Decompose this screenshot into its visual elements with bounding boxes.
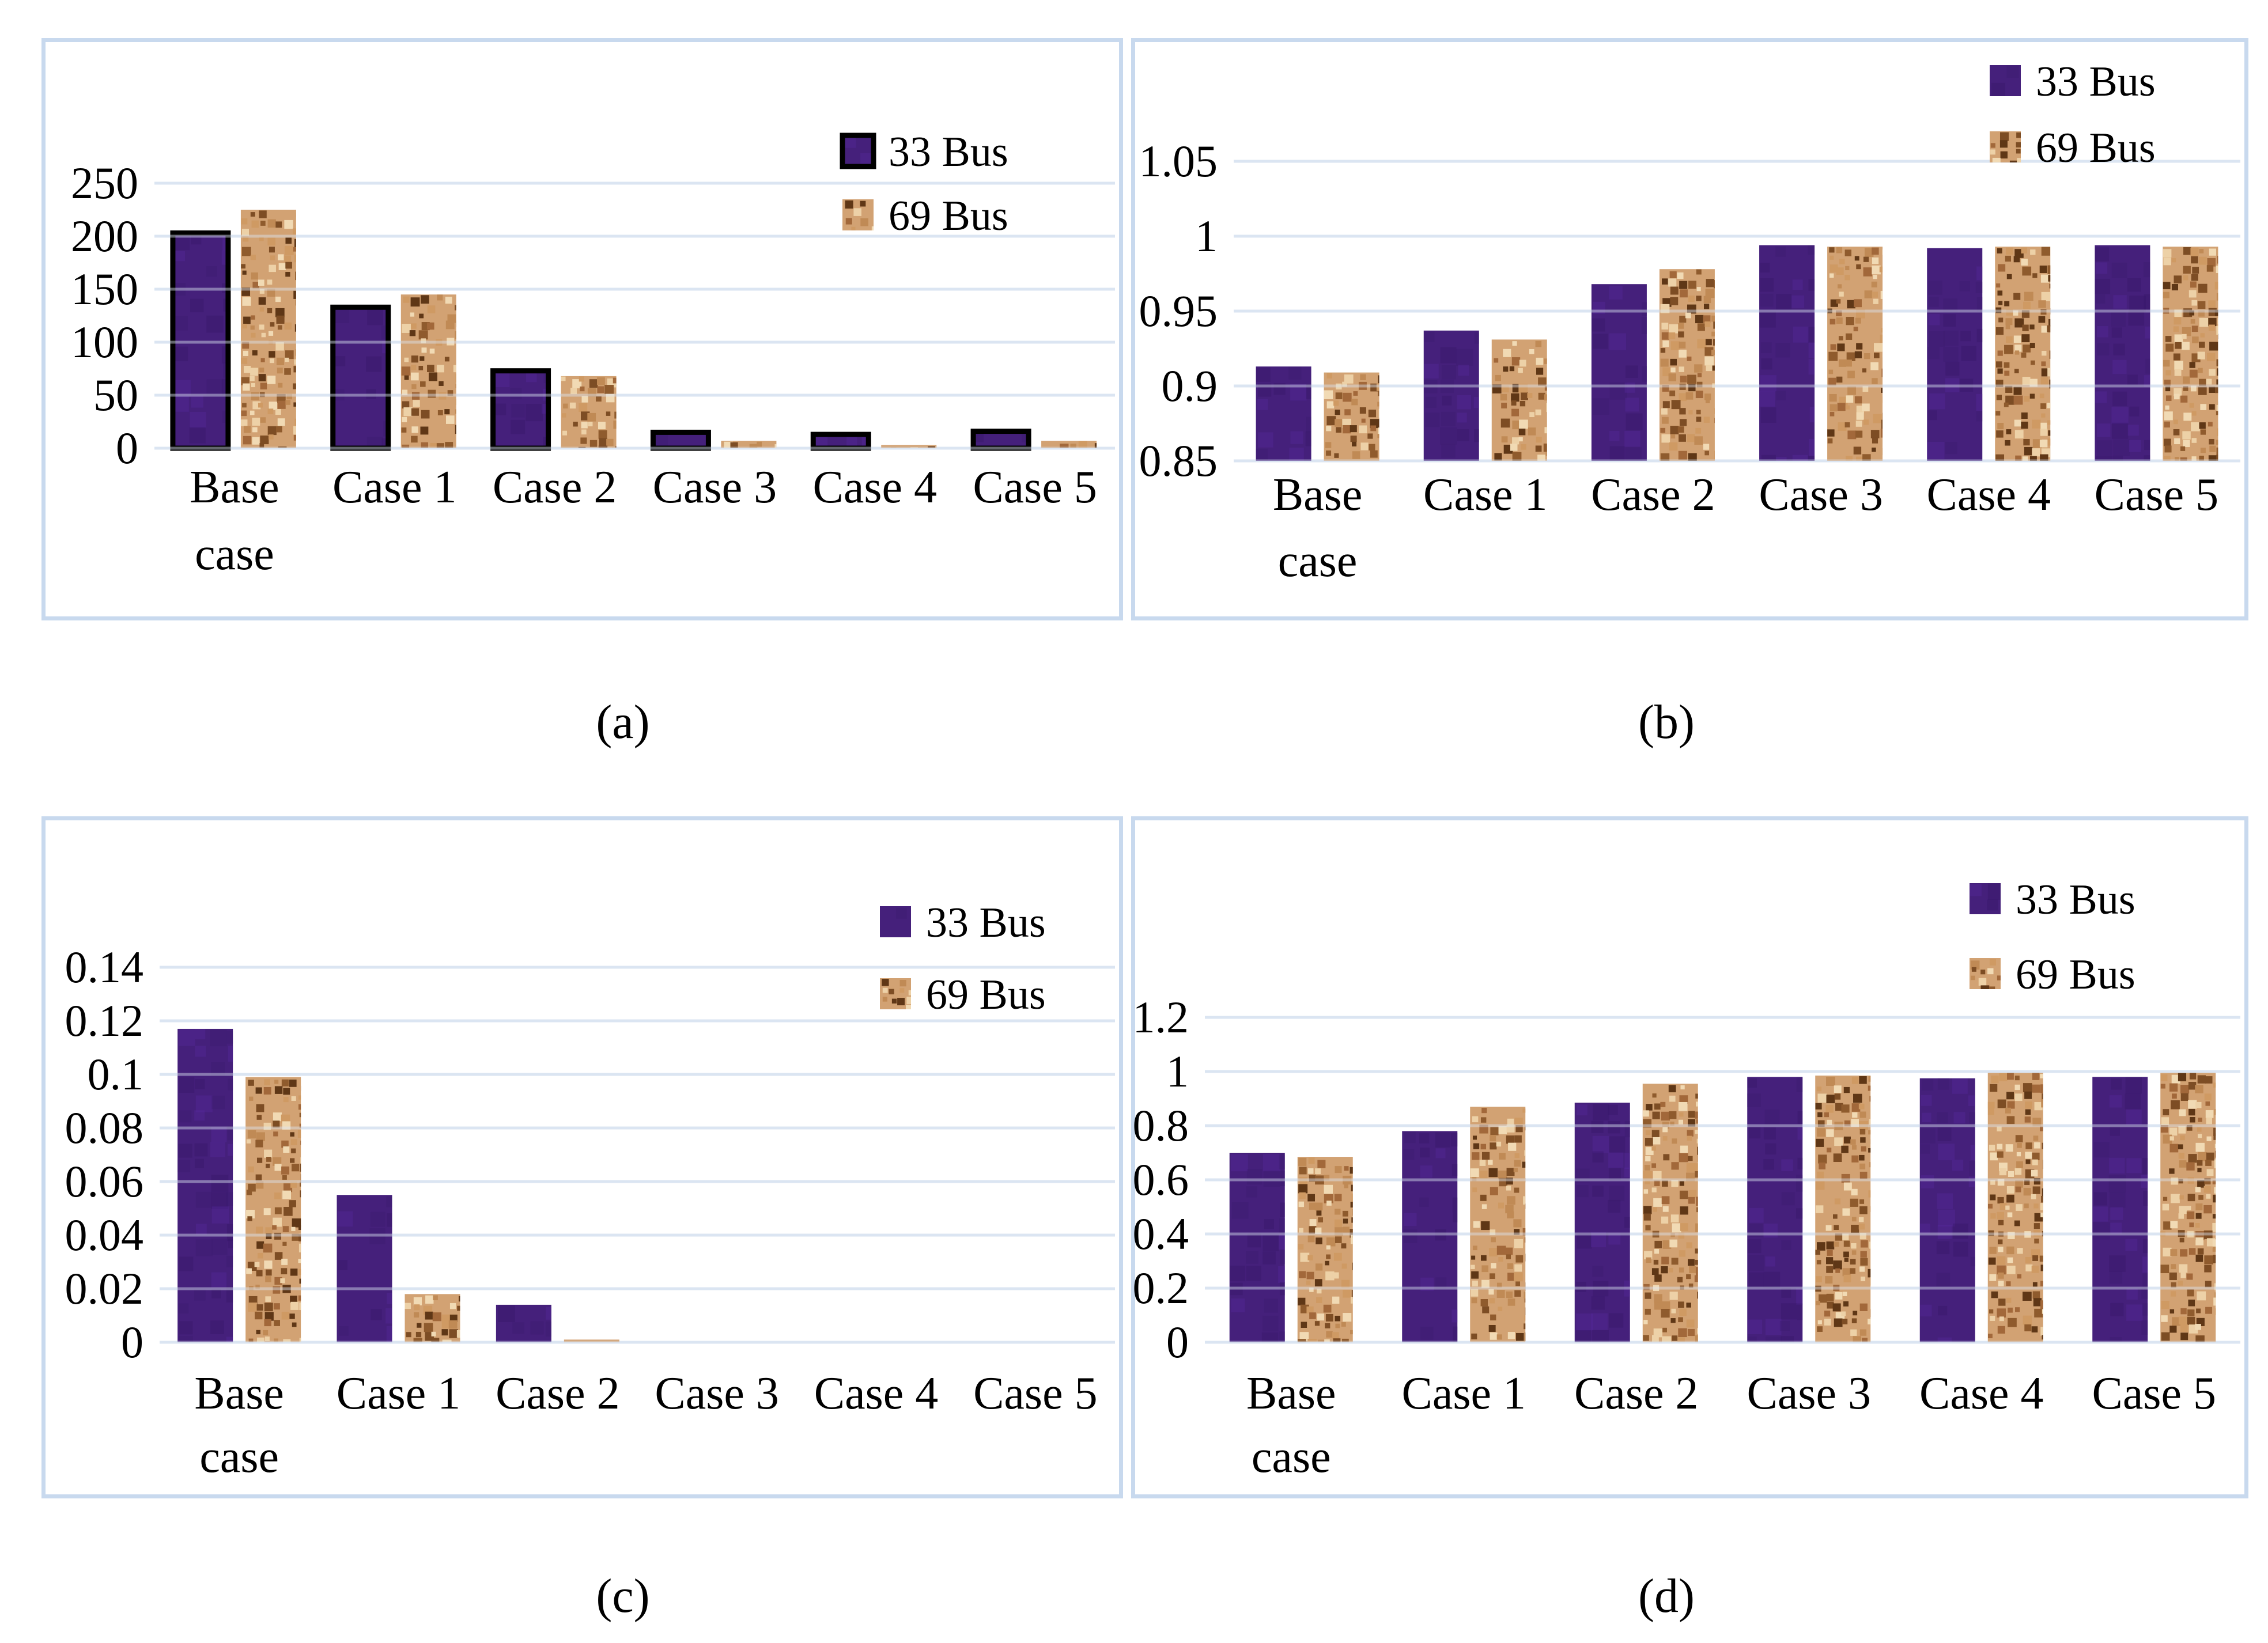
caption-b: (b) [1638,695,1695,749]
svg-text:Case 2: Case 2 [1574,1368,1699,1419]
chart-panel-b: 0.85 0.9 0.95 1 1.05 Base case Case 1 Case 2 Case… [1131,38,2248,620]
svg-text:0: 0 [121,1317,143,1367]
svg-text:33 Bus: 33 Bus [926,899,1046,947]
svg-text:69 Bus: 69 Bus [926,971,1046,1019]
gridlines [160,966,1115,1344]
svg-text:1: 1 [1166,1046,1189,1096]
chart-panel-d: 00.20.40.60.811.2 Base case Case 1 Case 2 Cas… [1131,816,2248,1498]
svg-text:250: 250 [71,158,138,208]
svg-text:Case 1: Case 1 [1423,470,1548,520]
svg-text:0.02: 0.02 [65,1263,144,1313]
svg-text:Case 1: Case 1 [332,462,457,513]
gridline-overlay [1234,160,2240,463]
svg-text:0.12: 0.12 [65,995,144,1046]
svg-text:Case 2: Case 2 [496,1368,620,1419]
svg-text:1: 1 [1195,211,1218,261]
svg-text:0.2: 0.2 [1133,1263,1189,1313]
svg-text:200: 200 [71,211,138,261]
legend: 33 Bus 69 Bus [1990,58,2156,172]
caption-a: (a) [596,695,650,749]
svg-text:0.95: 0.95 [1139,286,1218,336]
svg-text:69 Bus: 69 Bus [2036,124,2156,172]
svg-text:1.2: 1.2 [1133,992,1189,1042]
svg-text:50: 50 [93,370,138,420]
svg-text:Case 4: Case 4 [814,1368,939,1419]
legend: 33 Bus 69 Bus [880,899,1046,1019]
bars [170,210,1097,451]
svg-text:Case 1: Case 1 [1401,1368,1526,1419]
svg-text:0.9: 0.9 [1162,361,1218,411]
svg-text:Base: Base [1273,470,1363,520]
svg-text:0.1: 0.1 [88,1049,144,1099]
gridline-overlay [1205,1016,2240,1344]
svg-text:Base: Base [190,462,279,513]
svg-text:Case 3: Case 3 [655,1368,779,1419]
legend: 33 Bus 69 Bus [840,128,1008,240]
gridlines [1205,1016,2240,1344]
svg-text:Case 4: Case 4 [1919,1368,2044,1419]
svg-text:Case 4: Case 4 [812,462,937,513]
gridline-overlay [154,181,1115,450]
chart-panel-c: 00.020.040.060.080.10.120.14 Base case Case… [41,816,1123,1498]
svg-text:Case 5: Case 5 [973,1368,1098,1419]
svg-text:0: 0 [1166,1317,1189,1367]
svg-text:case: case [1252,1432,1331,1482]
gridlines [1234,160,2240,463]
gridlines [154,181,1115,450]
svg-text:69 Bus: 69 Bus [889,192,1008,240]
svg-text:69 Bus: 69 Bus [2016,951,2135,998]
svg-text:0.08: 0.08 [65,1103,144,1153]
svg-text:100: 100 [71,317,138,367]
svg-text:Base: Base [1246,1368,1336,1419]
gridline-overlay [160,966,1115,1344]
svg-text:Case 2: Case 2 [493,462,617,513]
svg-text:150: 150 [71,264,138,314]
svg-text:Case 3: Case 3 [653,462,777,513]
svg-text:Case 4: Case 4 [1926,470,2051,520]
svg-text:0.8: 0.8 [1133,1100,1189,1150]
svg-text:case: case [199,1432,279,1482]
svg-text:case: case [1278,536,1358,586]
caption-d: (d) [1638,1569,1695,1623]
svg-text:1.05: 1.05 [1139,136,1218,186]
svg-text:Case 3: Case 3 [1747,1368,1871,1419]
svg-text:0.6: 0.6 [1133,1154,1189,1205]
svg-text:Case 5: Case 5 [2092,1368,2216,1419]
bars [1229,1073,2216,1342]
caption-c: (c) [596,1569,650,1623]
svg-text:33 Bus: 33 Bus [2036,58,2156,105]
svg-text:Case 3: Case 3 [1759,470,1883,520]
svg-text:0.85: 0.85 [1139,436,1218,486]
svg-text:33 Bus: 33 Bus [889,128,1008,176]
svg-text:0.4: 0.4 [1133,1209,1189,1259]
bars [1256,245,2218,461]
svg-text:0: 0 [116,423,138,473]
svg-text:Case 5: Case 5 [973,462,1097,513]
legend: 33 Bus 69 Bus [1970,876,2135,998]
svg-text:Case 5: Case 5 [2095,470,2219,520]
svg-text:0.04: 0.04 [65,1210,144,1260]
svg-text:33 Bus: 33 Bus [2016,876,2135,923]
svg-text:Case 2: Case 2 [1591,470,1715,520]
svg-text:case: case [195,529,274,580]
svg-text:Base: Base [194,1368,284,1419]
svg-text:Case 1: Case 1 [337,1368,461,1419]
bars [177,1028,619,1342]
svg-text:0.06: 0.06 [65,1156,144,1206]
svg-text:0.14: 0.14 [65,942,144,992]
